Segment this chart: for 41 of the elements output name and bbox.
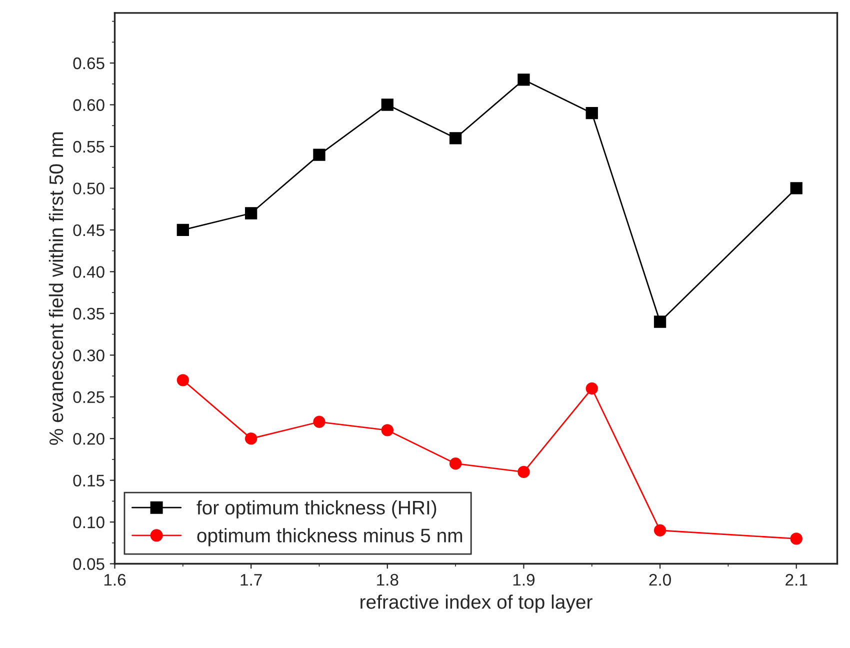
point — [176, 224, 189, 236]
point — [449, 458, 462, 470]
x-tick-label: 2.0 — [649, 574, 671, 586]
y-tick-label: 0.65 — [73, 57, 104, 70]
y-tick-label: 0.60 — [73, 99, 104, 111]
x-tick-label: 1.6 — [104, 574, 126, 586]
point — [449, 132, 462, 144]
x-tick-label: 1.9 — [513, 574, 535, 586]
x-tick-label: 1.8 — [377, 574, 398, 586]
y-tick-label: 0.30 — [73, 350, 104, 362]
point — [518, 74, 530, 86]
x-tick-label: 2.1 — [786, 574, 808, 586]
y-tick-label: 0.40 — [73, 266, 104, 278]
y-tick-label: 0.10 — [73, 516, 104, 528]
legend-label: for optimum thickness (HRI) — [196, 500, 436, 518]
point — [381, 98, 394, 111]
point — [790, 182, 802, 194]
y-tick-label: 0.25 — [73, 391, 104, 404]
y-tick-label: 0.35 — [73, 308, 104, 320]
point — [313, 148, 326, 161]
y-tick-label: 0.55 — [73, 140, 104, 153]
y-tick-label: 0.20 — [73, 432, 104, 445]
point — [381, 424, 394, 436]
y-tick-label: 0.05 — [73, 558, 104, 570]
point — [586, 107, 598, 120]
legend-label: optimum thickness minus 5 nm — [197, 528, 462, 546]
point — [244, 432, 258, 445]
y-tick-label: 0.50 — [73, 182, 104, 194]
point — [313, 416, 326, 428]
point — [790, 532, 802, 545]
point — [244, 207, 258, 220]
x-tick-label: 1.7 — [240, 574, 262, 586]
x-axis-title: refractive index of top layer — [360, 594, 592, 613]
point — [518, 466, 530, 478]
point — [176, 374, 189, 386]
y-axis-title: % evanescent field within first 50 nm — [48, 132, 64, 445]
y-tick-label: 0.45 — [73, 224, 104, 236]
point — [654, 316, 666, 328]
point — [654, 524, 666, 536]
y-tick-label: 0.15 — [73, 474, 104, 487]
point — [586, 382, 598, 395]
